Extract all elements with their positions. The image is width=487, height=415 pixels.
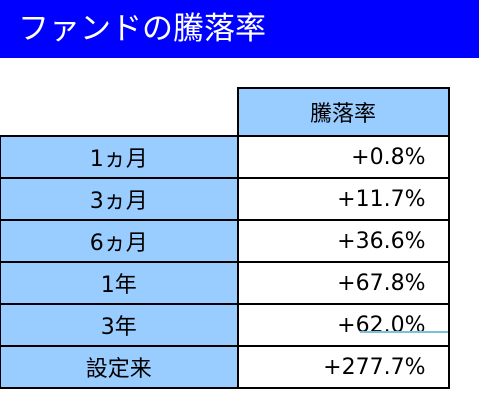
- table-row: 設定来 +277.7%: [0, 345, 450, 389]
- period-label: 1年: [0, 261, 239, 305]
- decorative-line: [360, 331, 448, 333]
- return-value: +67.8%: [236, 261, 450, 305]
- period-label: 6ヵ月: [0, 219, 239, 263]
- table-row: 3年 +62.0%: [0, 303, 450, 347]
- return-value: +36.6%: [236, 219, 450, 263]
- table-row: 3ヵ月 +11.7%: [0, 177, 450, 221]
- period-label: 1ヵ月: [0, 135, 239, 179]
- table-row: 6ヵ月 +36.6%: [0, 219, 450, 263]
- period-label: 設定来: [0, 345, 239, 389]
- table-corner-cell: [1, 88, 238, 136]
- column-header-return-rate: 騰落率: [236, 87, 450, 137]
- period-label: 3年: [0, 303, 239, 347]
- return-value: +0.8%: [236, 135, 450, 179]
- return-value: +62.0%: [236, 303, 450, 347]
- performance-table: 騰落率 1ヵ月 +0.8% 3ヵ月 +11.7% 6ヵ月 +36.6% 1年 +…: [0, 87, 450, 389]
- page-title: ファンドの騰落率: [0, 0, 479, 58]
- table-row: 1年 +67.8%: [0, 261, 450, 305]
- table-header-row: 騰落率: [1, 87, 450, 137]
- return-value: +277.7%: [236, 345, 450, 389]
- table-row: 1ヵ月 +0.8%: [0, 135, 450, 179]
- period-label: 3ヵ月: [0, 177, 239, 221]
- return-value: +11.7%: [236, 177, 450, 221]
